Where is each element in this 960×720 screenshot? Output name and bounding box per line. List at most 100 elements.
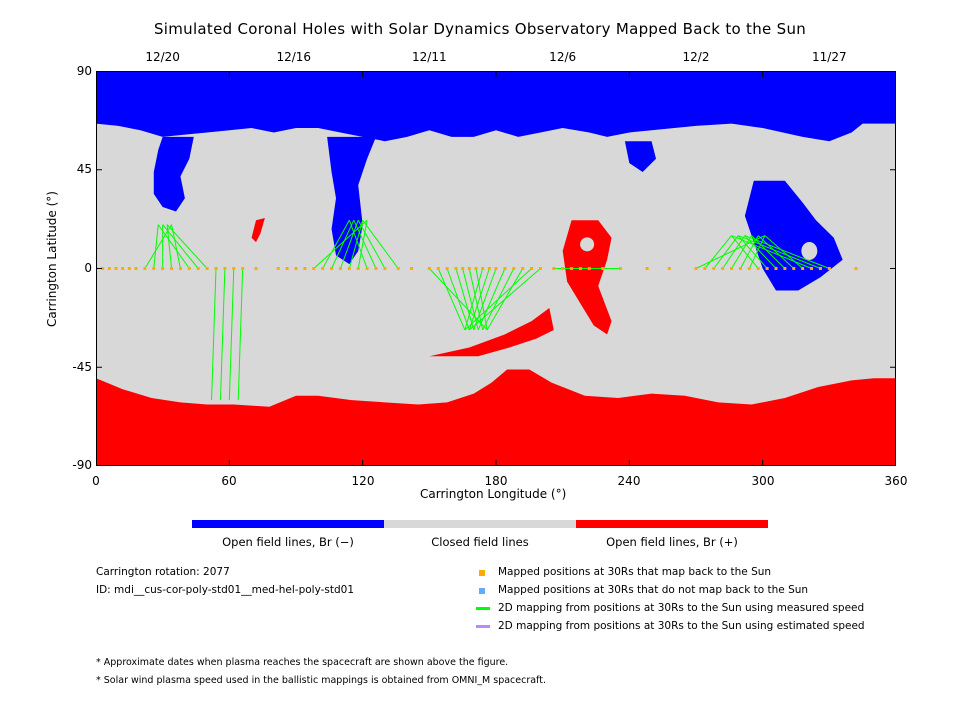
footnote-dates: * Approximate dates when plasma reaches … [96,657,509,668]
colorbar-closed [384,520,576,528]
mapped-position [756,267,760,270]
mapping-line [322,219,350,269]
mapped-position [232,267,236,270]
mapped-position [783,267,787,270]
legend-estimated-line [476,625,490,628]
x-tick-label: 240 [617,474,641,488]
mapped-position [512,267,516,270]
x-tick-label: 360 [884,474,908,488]
mapped-position [347,267,351,270]
colorbar-label: Closed field lines [431,535,529,549]
mapped-position [170,267,174,270]
coronal-hole-positive [251,218,265,243]
mapping-line [713,235,739,269]
mapped-position [365,267,369,270]
colorbar-label: Open field lines, Br (−) [222,535,354,549]
mapped-position [241,267,245,270]
coronal-hole-positive [429,308,554,357]
mapping-line [475,268,488,331]
mapped-position [503,267,507,270]
mapping-line [219,268,226,401]
mapped-position [330,267,334,270]
mapping-line [211,268,217,401]
mapped-position [587,267,591,270]
mapping-line [357,220,368,269]
x-tick-label: 60 [221,474,237,488]
mapped-position [254,267,258,270]
mapped-position [747,267,751,270]
mapped-position [481,267,485,270]
closed-island [175,212,190,225]
mapped-position [143,267,147,270]
y-axis-label: Carrington Latitude (°) [45,191,59,327]
legend-not-mapped-label: Mapped positions at 30Rs that do not map… [498,584,809,596]
coronal-hole-negative [327,136,376,265]
x-tick-label: 120 [351,474,375,488]
mapped-position [161,267,165,270]
south-polar-hole [96,369,896,466]
mapped-position [312,267,316,270]
mapping-line [731,235,812,269]
mapped-position [601,267,605,270]
mapped-position [396,267,400,270]
mapping-line [740,235,759,269]
coronal-hole-negative [744,180,843,291]
mapped-position [427,267,431,270]
mapped-position [436,267,440,270]
mapped-position [487,267,491,270]
mapped-position [467,267,471,270]
mapped-position [383,267,387,270]
mapping-line [353,220,377,269]
mapped-position [578,267,582,270]
mapping-line [748,235,766,269]
mapping-line [757,235,795,269]
mapped-position [712,267,716,270]
mapping-line [162,224,199,269]
mapped-position [196,267,200,270]
mapping-line [348,220,364,269]
mapped-position [101,267,105,270]
mapping-line [437,268,466,331]
mapped-position [107,267,111,270]
y-tick-label: -90 [72,458,92,472]
colorbar-label: Open field lines, Br (+) [606,535,738,549]
coronal-hole-negative [624,141,656,172]
chart-title: Simulated Coronal Holes with Solar Dynam… [153,20,807,38]
legend-measured-label: 2D mapping from positions at 30Rs to the… [498,602,865,614]
mapping-line [764,235,803,269]
mapping-line [331,220,355,269]
mapping-line [464,268,484,331]
mapped-position [703,267,707,270]
mapped-position [730,267,734,270]
legend-mapped-label: Mapped positions at 30Rs that map back t… [498,566,772,578]
mapped-position [618,267,622,270]
mapped-position [114,267,118,270]
coronal-hole-negative [153,136,194,212]
mapping-line [157,224,190,269]
mapped-position [570,267,574,270]
carrington-rotation: Carrington rotation: 2077 [96,566,230,578]
mapped-position [694,267,698,270]
mapped-position [801,267,805,270]
mapped-position [285,267,289,270]
mapped-position [827,267,831,270]
mapping-line [166,224,208,269]
model-id: ID: mdi__cus-cor-poly-std01__med-hel-pol… [96,584,355,596]
x-tick-label: 0 [92,474,100,488]
colorbar-negative [192,520,384,528]
mapping-line [738,235,821,269]
closed-island [580,237,595,252]
mapped-position [561,267,565,270]
mapped-position [494,267,498,270]
closed-island [801,241,818,260]
mapped-position [214,267,218,270]
mapped-position [792,267,796,270]
mapping-line [362,219,399,269]
mapping-line [357,219,386,269]
top-date-label: 11/27 [812,50,847,64]
top-date-label: 12/20 [145,50,180,64]
mapping-line [171,224,181,269]
mapped-position [461,267,465,270]
mapped-position [178,267,182,270]
mapping-line [455,268,475,331]
